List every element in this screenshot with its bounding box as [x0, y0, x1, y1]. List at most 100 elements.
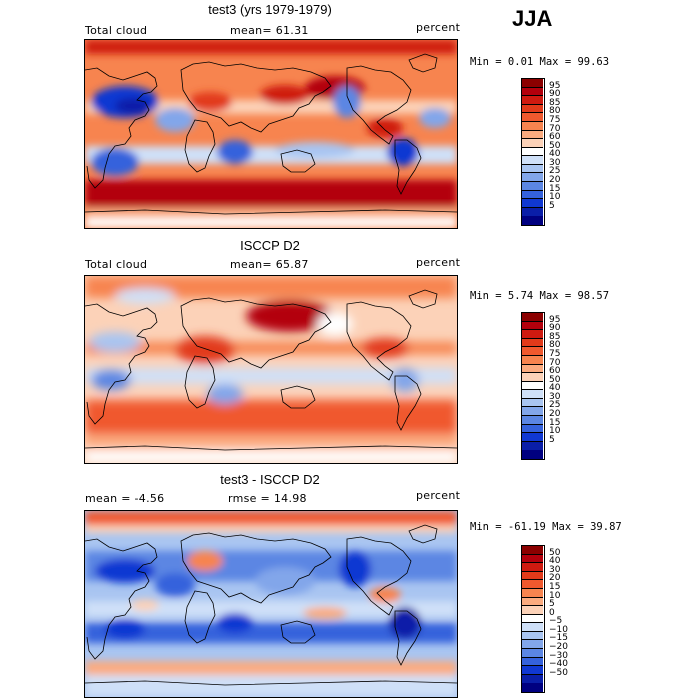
- panel-2-title: ISCCP D2: [240, 238, 300, 253]
- panel-3-colorbar-swatch: [521, 673, 543, 683]
- panel-1-colorbar-swatch: [521, 78, 543, 88]
- panel-3-colorbar-swatch: [521, 613, 543, 623]
- panel-1-colorbar-label: 95: [549, 80, 561, 91]
- panel-2-colorbar-label: 85: [549, 331, 561, 342]
- panel-2-colorbar-swatch: [521, 389, 543, 399]
- panel-2-colorbar-frame: [521, 312, 545, 460]
- panel-2-colorbar-label: 15: [549, 417, 561, 428]
- panel-3-colorbar-swatch: [521, 587, 543, 598]
- panel-3-colorbar-label: −50: [549, 667, 568, 678]
- panel-3-map-field: [85, 511, 457, 697]
- panel-3-rmse-label: rmse = 14.98: [228, 492, 307, 505]
- panel-1-colorbar-tick: [521, 172, 543, 174]
- panel-3-map: [84, 510, 458, 698]
- panel-1-colorbar-tick: [521, 103, 543, 105]
- panel-1-variable-label: Total cloud: [85, 24, 148, 37]
- panel-1-colorbar-label: 30: [549, 157, 561, 168]
- panel-3-colorbar-label: −5: [549, 616, 563, 627]
- panel-2-colorbar: 95 90 85 80 75 70 60 50 40 30 25 20 15 10 5: [521, 312, 581, 462]
- panel-3-colorbar-label: 0: [549, 607, 555, 618]
- panel-3-colorbar-tick: [521, 605, 543, 607]
- panel-2-colorbar-swatch: [521, 449, 543, 459]
- panel-3-colorbar-swatch: [521, 596, 543, 606]
- panel-2-colorbar-swatch: [521, 397, 543, 408]
- panel-3-colorbar-swatch: [521, 579, 543, 589]
- panel-1-colorbar-swatch: [521, 138, 543, 148]
- panel-2-colorbar-swatch: [521, 432, 543, 442]
- panel-1-colorbar-tick: [521, 189, 543, 191]
- panel-1-minmax: Min = 0.01 Max = 99.63: [470, 56, 610, 68]
- panel-3-colorbar-swatch: [521, 648, 543, 658]
- panel-1-colorbar-swatch: [521, 181, 543, 191]
- panel-3-colorbar-label: 40: [549, 556, 561, 567]
- panel-1-colorbar-label: 90: [549, 89, 561, 100]
- panel-2-variable-label: Total cloud: [85, 258, 148, 271]
- panel-2-colorbar-swatch: [521, 329, 543, 339]
- panel-2-colorbar-tick: [521, 363, 543, 365]
- panel-1-colorbar-tick: [521, 138, 543, 140]
- panel-2-colorbar-tick: [521, 397, 543, 399]
- panel-3-colorbar-swatch: [521, 656, 543, 666]
- panel-2-map: [84, 275, 458, 464]
- panel-3-minmax: Min = -61.19 Max = 39.87: [470, 521, 622, 533]
- panel-2-colorbar-tick: [521, 346, 543, 348]
- panel-2-colorbar-tick: [521, 440, 543, 442]
- panel-1-colorbar-tick: [521, 86, 543, 88]
- panel-3-mean-label: mean = -4.56: [85, 492, 165, 505]
- panel-3-colorbar-label: −20: [549, 642, 568, 653]
- panel-1-colorbar-label: 25: [549, 166, 561, 177]
- panel-1-colorbar-label: 5: [549, 200, 555, 211]
- panel-1-colorbar-tick: [521, 163, 543, 165]
- panel-2-colorbar-tick: [521, 329, 543, 331]
- panel-1-units-label: percent: [416, 21, 461, 34]
- panel-1-colorbar-swatch: [521, 95, 543, 105]
- panel-3-colorbar-label: −30: [549, 650, 568, 661]
- panel-2-colorbar-tick: [521, 423, 543, 425]
- panel-1-colorbar-tick: [521, 206, 543, 208]
- panel-3-coastlines: [85, 524, 457, 686]
- panel-3-colorbar-swatch: [521, 622, 543, 632]
- panel-3-colorbar-swatch: [521, 630, 543, 641]
- panel-1-colorbar-tick: [521, 198, 543, 200]
- panel-1-colorbar-frame: [521, 78, 545, 226]
- panel-3-colorbar-frame: [521, 545, 545, 693]
- panel-1-colorbar-swatch: [521, 172, 543, 182]
- season-label: JJA: [512, 6, 553, 31]
- panel-1-colorbar-label: 85: [549, 97, 561, 108]
- panel-1-colorbar-label: 80: [549, 106, 561, 117]
- panel-1-colorbar-swatch: [521, 120, 543, 131]
- panel-1-colorbar-label: 10: [549, 192, 561, 203]
- panel-2-colorbar-label: 50: [549, 374, 561, 385]
- panel-2-colorbar-label: 10: [549, 426, 561, 437]
- panel-1-colorbar: 95 90 85 80 75 70 60 50 40 30 25 20 15 10 5: [521, 78, 581, 228]
- panel-1-colorbar-label: 50: [549, 140, 561, 151]
- panel-1-colorbar-swatch: [521, 198, 543, 208]
- panel-1-colorbar-swatch: [521, 155, 543, 165]
- panel-3-colorbar-tick: [521, 596, 543, 598]
- panel-3-units-label: percent: [416, 489, 461, 502]
- panel-1-colorbar-swatch: [521, 129, 543, 139]
- panel-3-colorbar-label: 30: [549, 564, 561, 575]
- panel-2-colorbar-swatch: [521, 312, 543, 322]
- panel-2-colorbar-label: 70: [549, 357, 561, 368]
- panel-3-colorbar-tick: [521, 673, 543, 675]
- panel-2-colorbar-swatch: [521, 380, 543, 390]
- panel-3-colorbar-label: 10: [549, 590, 561, 601]
- panel-2-colorbar-label: 20: [549, 409, 561, 420]
- panel-3-colorbar-tick: [521, 613, 543, 615]
- panel-1-colorbar-tick: [521, 155, 543, 157]
- panel-1-colorbar-swatch: [521, 103, 543, 113]
- panel-2-colorbar-tick: [521, 354, 543, 356]
- panel-2-colorbar-swatch: [521, 440, 543, 450]
- panel-1-mean-label: mean= 61.31: [230, 24, 309, 37]
- panel-2-colorbar-tick: [521, 320, 543, 322]
- panel-3-colorbar-label: −15: [549, 633, 568, 644]
- panel-3-colorbar-swatch: [521, 605, 543, 615]
- panel-3-colorbar-tick: [521, 562, 543, 564]
- panel-3-colorbar-swatch: [521, 562, 543, 572]
- panel-1-colorbar-tick: [521, 95, 543, 97]
- panel-3-colorbar-tick: [521, 656, 543, 658]
- panel-2-colorbar-swatch: [521, 337, 543, 347]
- panel-1-colorbar-tick: [521, 129, 543, 131]
